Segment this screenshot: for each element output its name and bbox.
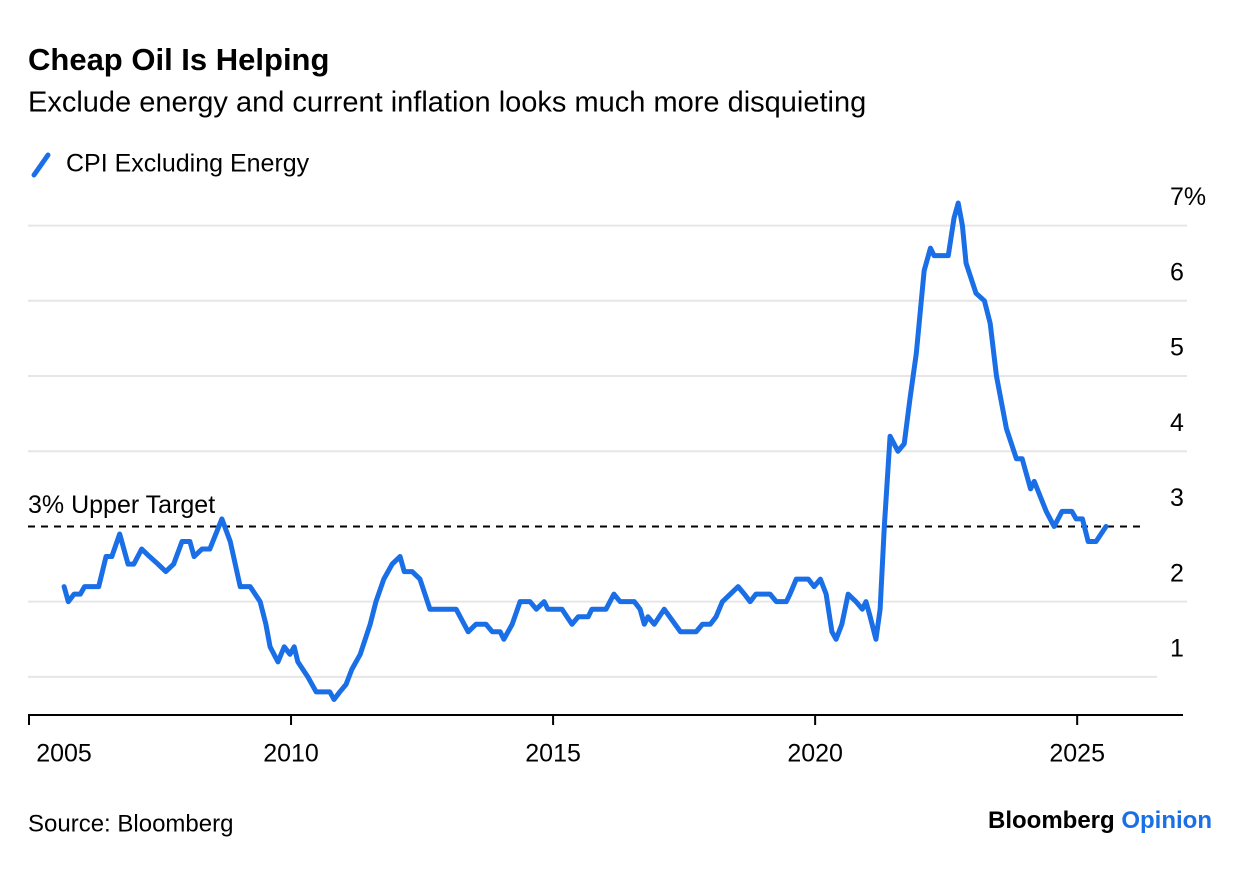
- legend-swatch: [31, 152, 51, 178]
- source: Source: Bloomberg: [28, 810, 233, 837]
- x-tick-label: 2020: [787, 740, 843, 768]
- logo-brand: Bloomberg: [988, 807, 1115, 834]
- y-tick-label: 5: [1170, 334, 1184, 362]
- y-tick-label: 1: [1170, 635, 1184, 663]
- x-tick-label: 2010: [263, 740, 319, 768]
- data-line: [61, 200, 1109, 702]
- x-tick-label: 2005: [36, 740, 92, 768]
- chart-title: Cheap Oil Is Helping: [28, 42, 329, 77]
- x-tick-label: 2015: [525, 740, 581, 768]
- y-tick-label: 7%: [1170, 183, 1206, 211]
- y-tick-label: 6: [1170, 258, 1184, 286]
- legend-label: CPI Excluding Energy: [66, 150, 310, 178]
- chart-subtitle: Exclude energy and current inflation loo…: [28, 87, 866, 119]
- reference-label: 3% Upper Target: [28, 491, 215, 519]
- y-tick-label: 4: [1170, 409, 1184, 437]
- x-tick-label: 2025: [1049, 740, 1105, 768]
- logo-section: Opinion: [1121, 807, 1212, 834]
- y-tick-label: 2: [1170, 559, 1184, 587]
- y-tick-label: 3: [1170, 484, 1184, 512]
- logo: Bloomberg Opinion: [988, 807, 1212, 834]
